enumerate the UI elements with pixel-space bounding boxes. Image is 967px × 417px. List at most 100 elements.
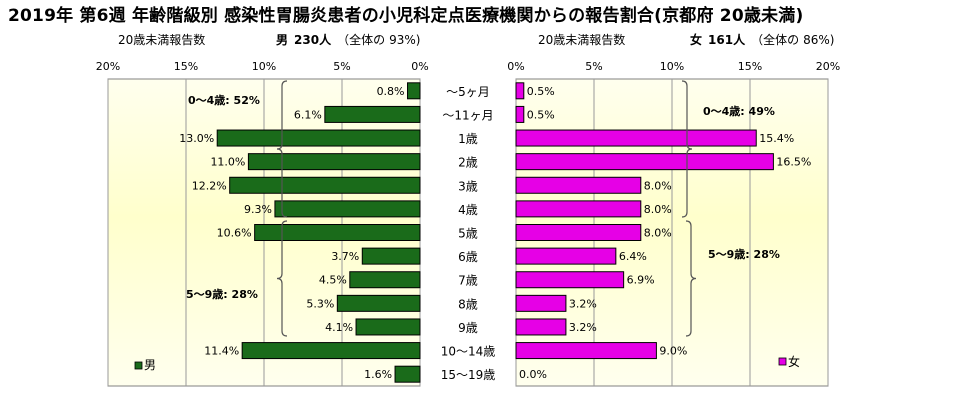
category-label: 9歳 <box>458 321 478 335</box>
female-data-label: 15.4% <box>759 132 794 145</box>
male-data-label: 10.6% <box>217 227 252 240</box>
male-data-label: 3.7% <box>331 250 359 263</box>
male-data-label: 11.4% <box>204 345 239 358</box>
male-brace-0-4 <box>276 80 288 218</box>
male-header-share-value: 93%) <box>389 33 421 47</box>
female-data-label: 3.2% <box>569 297 597 310</box>
male-annotation-0-4: 0～4歳: 52% <box>188 93 260 107</box>
male-header-share-label: （全体の <box>337 33 386 47</box>
female-header-sex: 女 <box>690 33 703 47</box>
female-data-label: 0.0% <box>519 368 547 381</box>
male-data-label: 13.0% <box>179 132 214 145</box>
male-data-label: 11.0% <box>210 156 245 169</box>
male-tick-label: 0% <box>411 60 428 73</box>
category-label: 8歳 <box>458 297 478 311</box>
category-label: 6歳 <box>458 250 478 264</box>
female-data-label: 6.4% <box>619 250 647 263</box>
category-label: 2歳 <box>458 156 478 170</box>
male-bar <box>336 294 421 312</box>
male-brace-5-9 <box>276 220 288 337</box>
male-data-label: 9.3% <box>244 203 272 216</box>
chart-title: 2019年 第6週 年齢階級別 感染性胃腸炎患者の小児科定点医療機関からの報告割… <box>8 6 804 26</box>
male-bar <box>394 365 421 383</box>
category-label: 3歳 <box>458 179 478 193</box>
category-label: 4歳 <box>458 203 478 217</box>
female-data-label: 8.0% <box>644 179 672 192</box>
female-bar <box>515 224 642 241</box>
female-header-share-label: （全体の <box>751 33 800 47</box>
male-header-summary: 男 230人 （全体の 93%) <box>276 32 424 48</box>
female-header-summary: 女 161人 （全体の 86%) <box>690 32 838 48</box>
female-bar <box>515 176 642 194</box>
category-label: 1歳 <box>458 132 478 146</box>
female-bar <box>515 342 657 360</box>
male-bar <box>274 200 421 218</box>
female-data-label: 0.5% <box>527 108 555 121</box>
male-data-label: 0.8% <box>377 85 405 98</box>
female-data-label: 16.5% <box>776 156 811 169</box>
female-bar <box>515 153 774 171</box>
male-header-label: 20歳未満報告数 <box>118 33 206 47</box>
male-bar <box>216 129 421 147</box>
female-bar <box>515 105 525 123</box>
male-bar <box>254 224 421 241</box>
female-bar <box>515 129 757 147</box>
category-label: 15～19歳 <box>441 368 496 382</box>
male-tick-label: 10% <box>252 60 276 73</box>
female-data-label: 8.0% <box>644 203 672 216</box>
category-label: 5歳 <box>458 227 478 241</box>
male-annotation-5-9: 5～9歳: 28% <box>186 287 258 301</box>
female-data-label: 3.2% <box>569 321 597 334</box>
male-bar <box>229 176 421 194</box>
male-bar <box>355 318 421 336</box>
female-bar <box>515 247 617 265</box>
female-data-label: 9.0% <box>659 345 687 358</box>
male-legend-swatch <box>134 361 143 370</box>
female-header-share-value: 86%) <box>803 33 835 47</box>
female-tick-label: 5% <box>585 60 602 73</box>
male-tick-label: 15% <box>174 60 198 73</box>
female-data-label: 0.5% <box>527 85 555 98</box>
male-data-label: 1.6% <box>364 368 392 381</box>
female-brace-0-4 <box>681 80 693 218</box>
female-annotation-5-9: 5～9歳: 28% <box>708 247 780 261</box>
female-tick-label: 0% <box>507 60 524 73</box>
female-data-label: 8.0% <box>644 227 672 240</box>
category-label: 10～14歳 <box>441 345 496 359</box>
male-data-label: 5.3% <box>306 297 334 310</box>
female-bar <box>515 294 567 312</box>
category-label: ～5ヶ月 <box>446 85 490 99</box>
female-annotation-0-4: 0～4歳: 49% <box>703 104 775 118</box>
category-label: ～11ヶ月 <box>442 108 493 122</box>
female-brace-5-9 <box>685 220 697 337</box>
male-bar <box>407 82 421 100</box>
male-data-label: 4.5% <box>319 274 347 287</box>
male-data-label: 4.1% <box>325 321 353 334</box>
female-tick-label: 20% <box>816 60 840 73</box>
category-label: 7歳 <box>458 274 478 288</box>
female-legend-label: 女 <box>788 354 800 369</box>
female-bar <box>515 82 525 100</box>
male-bar <box>361 247 421 265</box>
male-tick-label: 5% <box>333 60 350 73</box>
male-bar <box>324 105 421 123</box>
female-data-label: 6.9% <box>627 274 655 287</box>
female-legend-swatch <box>778 357 787 366</box>
male-data-label: 12.2% <box>192 179 227 192</box>
female-header-label: 20歳未満報告数 <box>538 33 626 47</box>
female-bar <box>515 200 642 218</box>
male-bar <box>241 342 421 360</box>
male-header-count: 230人 <box>294 33 332 47</box>
male-tick-label: 20% <box>96 60 120 73</box>
female-tick-label: 10% <box>660 60 684 73</box>
male-bar <box>247 153 421 171</box>
female-header-count: 161人 <box>708 33 746 47</box>
female-bar <box>515 318 567 336</box>
female-bar <box>515 271 625 289</box>
male-header-sex: 男 <box>276 33 289 47</box>
male-legend-label: 男 <box>144 358 156 372</box>
male-data-label: 6.1% <box>294 108 322 121</box>
male-bar <box>349 271 421 289</box>
